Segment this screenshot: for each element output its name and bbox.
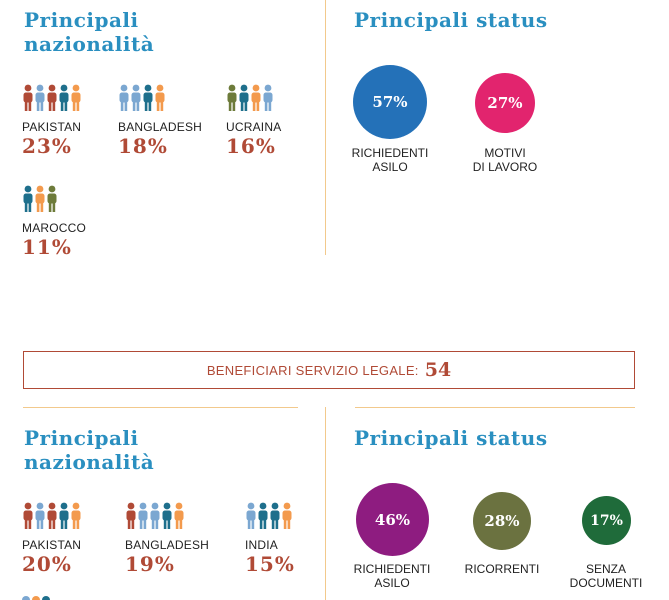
nationality-india: INDIA 15% bbox=[245, 500, 295, 576]
section2-nationalities-title: Principali nazionalità bbox=[24, 426, 155, 474]
person-icon bbox=[47, 84, 57, 111]
person-icon bbox=[23, 502, 33, 529]
status-label-line2: DOCUMENTI bbox=[569, 576, 643, 590]
person-icon bbox=[35, 185, 45, 212]
status-label-motivi-lavoro: MOTIVI DI LAVORO bbox=[455, 146, 555, 174]
person-icon bbox=[246, 502, 256, 529]
banner-label: BENEFICIARI SERVIZIO LEGALE: bbox=[206, 362, 419, 378]
people-icon bbox=[118, 82, 202, 112]
status-label-line1: RICHIEDENTI bbox=[351, 146, 429, 160]
country-label: MAROCCO bbox=[22, 221, 87, 235]
person-icon bbox=[263, 84, 273, 111]
person-icon bbox=[282, 502, 292, 529]
country-percentage: 11% bbox=[22, 235, 72, 259]
status-label-richiedenti-asilo: RICHIEDENTI ASILO bbox=[340, 146, 440, 174]
person-icon bbox=[71, 502, 81, 529]
person-icon bbox=[126, 502, 136, 529]
country-label: INDIA bbox=[245, 538, 279, 552]
nationality-marocco: MAROCCO 11% bbox=[22, 183, 86, 259]
country-percentage: 20% bbox=[22, 552, 72, 576]
status-label-line2: DI LAVORO bbox=[472, 160, 538, 174]
status-circle-richiedenti-asilo-2: 46% bbox=[356, 483, 429, 556]
banner-value: 54 bbox=[424, 359, 452, 381]
person-icon bbox=[23, 84, 33, 111]
person-icon bbox=[47, 502, 57, 529]
person-icon bbox=[71, 84, 81, 111]
person-icon bbox=[35, 84, 45, 111]
person-icon bbox=[35, 502, 45, 529]
person-icon bbox=[23, 185, 33, 212]
country-label: PAKISTAN bbox=[22, 120, 82, 134]
country-percentage: 23% bbox=[22, 134, 72, 158]
country-label: BANGLADESH bbox=[125, 538, 210, 552]
divider-horizontal-right bbox=[355, 407, 635, 408]
people-icon bbox=[22, 183, 86, 213]
status-label-ricorrenti: RICORRENTI bbox=[452, 562, 552, 576]
status-label-senza-documenti: SENZA DOCUMENTI bbox=[556, 562, 656, 590]
person-icon bbox=[270, 502, 280, 529]
person-icon bbox=[174, 502, 184, 529]
status-circle-senza-documenti: 17% bbox=[582, 496, 631, 545]
nationality-pakistan-1: PAKISTAN 23% bbox=[22, 82, 82, 158]
country-percentage: 19% bbox=[125, 552, 175, 576]
person-icon bbox=[227, 84, 237, 111]
person-icon bbox=[162, 502, 172, 529]
nationality-pakistan-2: PAKISTAN 20% bbox=[22, 500, 82, 576]
country-label: UCRAINA bbox=[226, 120, 282, 134]
status-label-line2: ASILO bbox=[374, 576, 410, 590]
country-percentage: 18% bbox=[118, 134, 168, 158]
section2-status-title: Principali status bbox=[354, 426, 548, 450]
divider-vertical-top bbox=[325, 0, 326, 255]
person-icon bbox=[119, 84, 129, 111]
person-icon bbox=[131, 84, 141, 111]
status-label-line1: MOTIVI bbox=[484, 146, 526, 160]
cropped-people-icon bbox=[22, 596, 62, 600]
people-icon bbox=[125, 500, 209, 530]
status-circle-motivi-lavoro: 27% bbox=[475, 73, 535, 133]
status-label-line1: RICHIEDENTI bbox=[353, 562, 431, 576]
people-icon bbox=[245, 500, 295, 530]
status-circle-ricorrenti: 28% bbox=[473, 492, 531, 550]
country-label: PAKISTAN bbox=[22, 538, 82, 552]
nationality-ucraina: UCRAINA 16% bbox=[226, 82, 281, 158]
country-percentage: 16% bbox=[226, 134, 276, 158]
legal-service-banner: BENEFICIARI SERVIZIO LEGALE: 54 bbox=[23, 351, 635, 389]
status-label-richiedenti-asilo-2: RICHIEDENTI ASILO bbox=[342, 562, 442, 590]
person-icon bbox=[59, 502, 69, 529]
people-icon bbox=[22, 82, 82, 112]
section1-status-title: Principali status bbox=[354, 8, 548, 32]
person-icon bbox=[155, 84, 165, 111]
country-percentage: 15% bbox=[245, 552, 295, 576]
status-label-line1: SENZA bbox=[585, 562, 626, 576]
person-icon bbox=[138, 502, 148, 529]
person-icon bbox=[239, 84, 249, 111]
status-circle-richiedenti-asilo: 57% bbox=[353, 65, 427, 139]
section1-nationalities-title: Principali nazionalità bbox=[24, 8, 155, 56]
nationality-bangladesh-1: BANGLADESH 18% bbox=[118, 82, 202, 158]
person-icon bbox=[258, 502, 268, 529]
people-icon bbox=[22, 500, 82, 530]
country-label: BANGLADESH bbox=[118, 120, 203, 134]
person-icon bbox=[59, 84, 69, 111]
people-icon bbox=[226, 82, 281, 112]
person-icon bbox=[150, 502, 160, 529]
nationality-bangladesh-2: BANGLADESH 19% bbox=[125, 500, 209, 576]
divider-horizontal-left bbox=[23, 407, 298, 408]
status-label-line2: ASILO bbox=[372, 160, 408, 174]
status-label-line1: RICORRENTI bbox=[464, 562, 540, 576]
person-icon bbox=[47, 185, 57, 212]
person-icon bbox=[251, 84, 261, 111]
person-icon bbox=[143, 84, 153, 111]
divider-vertical-bottom bbox=[325, 407, 326, 600]
